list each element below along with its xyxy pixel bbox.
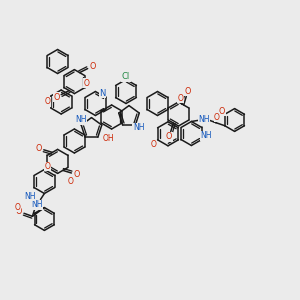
- Text: O: O: [35, 144, 42, 153]
- Text: OH: OH: [103, 134, 114, 143]
- Text: O: O: [89, 62, 96, 71]
- Text: O: O: [74, 170, 80, 179]
- Text: O: O: [53, 92, 59, 101]
- Text: O: O: [151, 140, 157, 149]
- Text: O: O: [219, 107, 225, 116]
- Text: NH: NH: [31, 200, 43, 209]
- Text: O: O: [166, 132, 172, 141]
- Text: O: O: [44, 162, 50, 171]
- Text: N: N: [99, 88, 106, 98]
- Text: O: O: [178, 94, 184, 103]
- Text: NH: NH: [198, 115, 210, 124]
- Text: O: O: [15, 202, 21, 211]
- Text: O: O: [184, 87, 191, 96]
- Text: O: O: [15, 207, 22, 216]
- Text: NH: NH: [133, 123, 144, 132]
- Text: NH: NH: [201, 131, 212, 140]
- Text: NH: NH: [75, 116, 87, 124]
- Text: O: O: [68, 177, 74, 186]
- Text: O: O: [83, 79, 89, 88]
- Text: Cl: Cl: [122, 72, 130, 81]
- Text: O: O: [45, 98, 51, 106]
- Text: NH: NH: [24, 192, 36, 201]
- Text: O: O: [214, 112, 220, 122]
